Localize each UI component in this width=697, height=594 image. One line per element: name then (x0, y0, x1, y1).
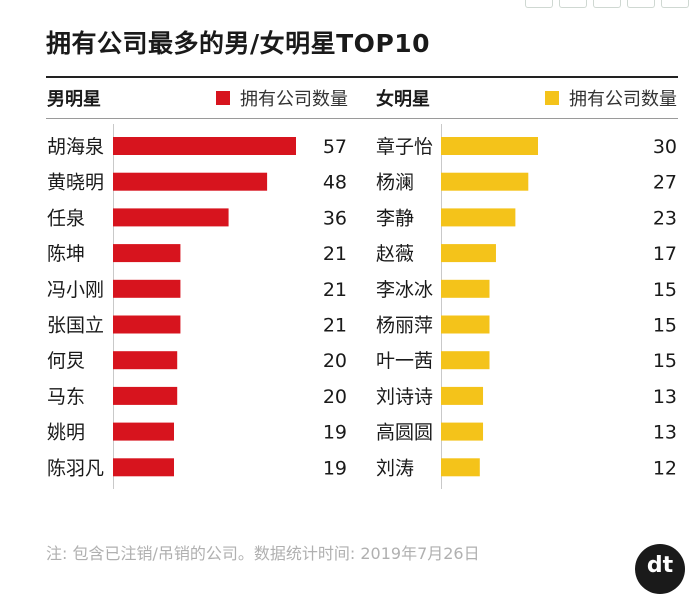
male-category-label: 陈羽凡 (47, 457, 104, 479)
female-value-label: 13 (653, 422, 677, 444)
female-bar (441, 315, 490, 334)
toolbar-icons (519, 0, 689, 9)
female-category-label: 章子怡 (376, 136, 433, 158)
male-axis-line (113, 124, 114, 489)
female-legend: 拥有公司数量 (545, 85, 677, 111)
female-category-label: 刘涛 (376, 457, 414, 479)
female-value-label: 12 (653, 457, 677, 479)
male-bar (113, 279, 181, 298)
female-bar (441, 386, 484, 405)
male-category-label: 陈坤 (47, 243, 85, 265)
dt-logo: dt (635, 544, 685, 594)
male-value-label: 20 (323, 386, 347, 408)
male-category-label: 任泉 (47, 207, 85, 229)
male-bar (113, 351, 178, 370)
male-bar (113, 208, 229, 227)
female-bar (441, 422, 484, 441)
male-value-label: 21 (323, 243, 347, 265)
male-value-label: 20 (323, 350, 347, 372)
female-category-label: 李静 (376, 207, 414, 229)
male-value-label: 21 (323, 315, 347, 337)
female-value-label: 15 (653, 279, 677, 301)
female-category-label: 赵薇 (376, 243, 414, 265)
bar-chart: 胡海泉 57 黄晓明 48 任泉 36 陈坤 21 冯小刚 21 张国立 21 何炅 20 马东 20 姚明 19… (47, 136, 677, 479)
female-value-label: 23 (653, 207, 677, 229)
female-category-label: 李冰冰 (376, 279, 433, 301)
female-category-label: 高圆圆 (376, 422, 433, 444)
female-category-label: 刘诗诗 (376, 386, 433, 408)
male-legend: 拥有公司数量 (216, 85, 348, 111)
female-bar (441, 137, 538, 155)
male-bar (113, 458, 174, 477)
male-value-label: 48 (323, 172, 347, 194)
female-bar (441, 279, 490, 298)
male-value-label: 36 (323, 207, 347, 229)
female-value-label: 17 (653, 243, 677, 265)
male-category-label: 黄晓明 (47, 172, 104, 194)
male-category-label: 马东 (47, 386, 85, 408)
male-panel-label: 男明星 (47, 89, 101, 110)
female-value-label: 13 (653, 386, 677, 408)
female-bar (441, 208, 516, 227)
toolbar-icon[interactable] (593, 0, 621, 8)
male-bar (113, 422, 174, 441)
male-bar (113, 315, 181, 334)
female-category-label: 叶一茜 (376, 350, 433, 372)
female-panel-label: 女明星 (376, 89, 430, 110)
female-bar (441, 244, 496, 263)
female-value-label: 15 (653, 315, 677, 337)
male-category-label: 冯小刚 (47, 279, 104, 301)
male-legend-swatch (216, 91, 230, 105)
female-category-label: 杨澜 (376, 172, 414, 194)
toolbar-icon[interactable] (525, 0, 553, 8)
male-value-label: 57 (323, 136, 347, 158)
male-bar (113, 137, 296, 155)
male-value-label: 19 (323, 457, 347, 479)
male-value-label: 21 (323, 279, 347, 301)
male-legend-label: 拥有公司数量 (240, 89, 348, 110)
female-bar (441, 458, 480, 477)
male-category-label: 张国立 (47, 315, 104, 337)
female-bar (441, 351, 490, 370)
male-value-label: 19 (323, 422, 347, 444)
title-divider (46, 76, 678, 78)
female-value-label: 27 (653, 172, 677, 194)
chart-title: 拥有公司最多的男/女明星TOP10 (46, 29, 431, 58)
female-bar (441, 172, 529, 191)
female-legend-label: 拥有公司数量 (569, 89, 677, 110)
female-category-label: 杨丽萍 (376, 315, 433, 337)
header-divider (46, 118, 678, 119)
toolbar-icon[interactable] (559, 0, 587, 8)
male-bar (113, 172, 268, 191)
male-bar (113, 244, 181, 263)
female-value-label: 30 (653, 136, 677, 158)
footnote: 注: 包含已注销/吊销的公司。数据统计时间: 2019年7月26日 (46, 544, 480, 563)
male-category-label: 胡海泉 (47, 136, 104, 158)
female-axis-line (441, 124, 442, 489)
female-value-label: 15 (653, 350, 677, 372)
toolbar-icon[interactable] (627, 0, 655, 8)
male-category-label: 何炅 (47, 350, 85, 372)
toolbar-icon[interactable] (661, 0, 689, 8)
female-legend-swatch (545, 91, 559, 105)
male-bar (113, 386, 178, 405)
male-category-label: 姚明 (47, 422, 85, 444)
